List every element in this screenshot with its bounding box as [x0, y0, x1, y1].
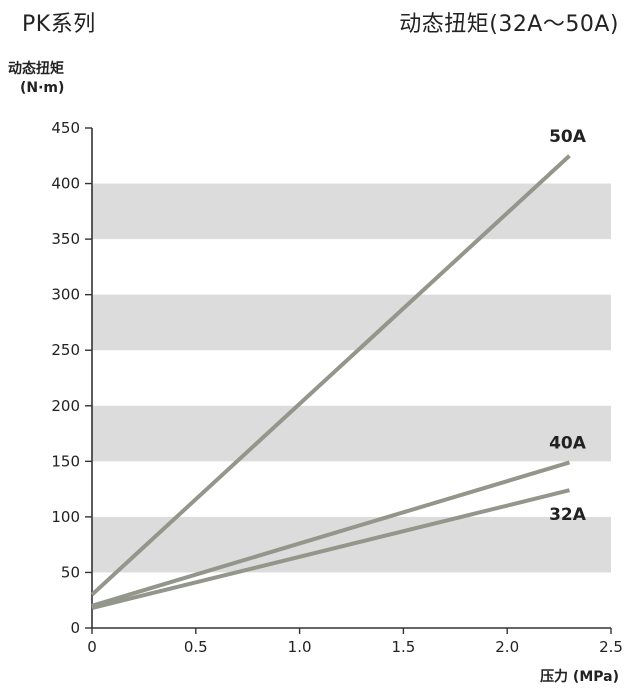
x-tick-label: 1.5	[391, 638, 415, 656]
x-tick-label: 2.5	[599, 638, 623, 656]
y-tick-label: 150	[51, 452, 80, 470]
series-label-32a: 32A	[549, 505, 587, 525]
grid-band-2	[92, 294, 611, 351]
x-tick-label: 1.0	[288, 638, 312, 656]
chart-title: 动态扭矩(32A～50A)	[399, 12, 619, 37]
x-tick-label: 0	[87, 638, 97, 656]
y-tick-label: 300	[51, 286, 80, 304]
y-tick-label: 0	[70, 619, 80, 637]
x-tick-label: 2.0	[495, 638, 519, 656]
grid-bands	[92, 183, 611, 573]
y-tick-label: 400	[51, 175, 80, 193]
y-tick-label: 350	[51, 230, 80, 248]
ticks: 0 50 100 150 200 250 300 350 400 450 0 0.5 1.0 1.5 2.0…	[51, 119, 623, 656]
y-tick-label: 100	[51, 508, 80, 526]
series-label-50a: 50A	[549, 127, 587, 147]
series-line-32a	[91, 488, 570, 610]
y-tick-label: 50	[61, 563, 80, 581]
series-label-40a: 40A	[549, 433, 587, 453]
series-line-40a	[91, 460, 571, 608]
series-lines	[90, 154, 571, 610]
x-axis-label: 压力 (MPa)	[540, 669, 619, 685]
axes	[91, 128, 611, 629]
y-tick-label: 250	[51, 341, 80, 359]
x-tick-label: 0.5	[184, 638, 208, 656]
y-axis-label: 动态扭矩	[8, 61, 64, 77]
series-labels: 50A 40A 32A	[549, 127, 587, 525]
grid-band-3	[92, 183, 611, 240]
series-line-50a	[90, 154, 571, 597]
y-tick-label: 450	[51, 119, 80, 137]
series-title: PK系列	[22, 12, 96, 37]
grid-band-1	[92, 405, 611, 462]
y-tick-label: 200	[51, 397, 80, 415]
y-axis-unit: (N·m)	[20, 80, 65, 96]
